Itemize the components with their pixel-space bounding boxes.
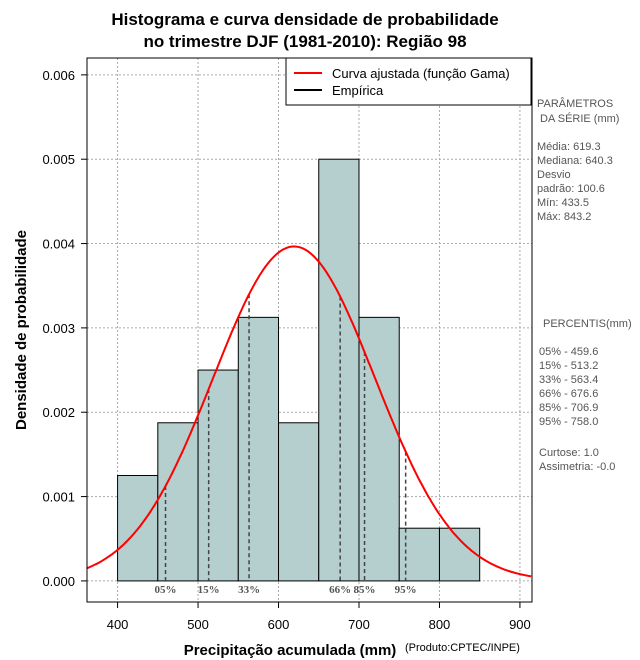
percentile-labels: 05% 15% 33% 66% 85% 95% [155,584,417,596]
y-tick-label: 0.000 [42,574,75,589]
legend-box [285,57,532,106]
x-axis-title: Precipitação acumulada (mm) [184,642,397,659]
y-tick-label: 0.006 [42,68,75,83]
legend: Curva ajustada (função Gama) Empírica [285,57,532,106]
x-tick-label: 800 [429,617,451,632]
x-tick-label: 700 [348,617,370,632]
histogram-bar [157,422,199,582]
percentile-label: 95% [395,584,417,596]
percentile-row: 85% - 706.9 [539,402,598,414]
legend-label-empirical: Empírica [332,83,384,98]
stats-line: padrão: 100.6 [537,183,605,195]
percentile-row: 66% - 676.6 [539,388,598,400]
stats-header-1: PARÂMETROS [537,97,613,110]
y-tick-label: 0.005 [42,152,75,167]
histogram-bar [237,316,280,582]
percentile-row: 05% - 459.6 [539,346,598,358]
percentile-lines [164,294,407,581]
y-tick-label: 0.002 [42,405,75,420]
chart-title-line1: Histograma e curva densidade de probabil… [111,10,498,29]
credit-text: (Produto:CPTEC/INPE) [405,642,520,654]
stats-line: Máx: 843.2 [537,211,591,223]
x-tick-label: 900 [509,617,531,632]
percentile-label: 66% [329,584,351,596]
x-tick-label: 400 [107,617,129,632]
y-tick-label: 0.003 [42,321,75,336]
stats-header-2: DA SÉRIE (mm) [540,112,619,125]
percentile-label: 33% [238,584,260,596]
histogram-bar [197,369,239,582]
x-axis: 400 500 600 700 800 900 [107,602,531,632]
histogram-bar [278,422,320,582]
stats-line: Média: 619.3 [537,141,601,153]
percentiles-panel: PERCENTIS(mm) 05% - 459.6 15% - 513.2 33… [539,318,632,473]
x-tick-label: 600 [268,617,290,632]
chart-title-line2: no trimestre DJF (1981-2010): Região 98 [143,32,466,51]
y-axis-title: Densidade de probabilidade [13,230,30,430]
x-tick-label: 500 [187,617,209,632]
histogram-bars [117,158,481,582]
stats-line: Mín: 433.5 [537,197,589,209]
skewness-text: Assimetria: -0.0 [539,461,615,473]
histogram-bar [318,158,360,582]
y-tick-label: 0.004 [42,237,75,252]
percentile-label: 05% [155,584,177,596]
density-curve [86,245,532,578]
percentile-label: 85% [354,584,376,596]
y-tick-label: 0.001 [42,490,75,505]
histogram-bar [438,527,481,582]
y-axis: 0.000 0.001 0.002 0.003 0.004 0.005 0.006 [42,68,87,589]
percentile-row: 95% - 758.0 [539,416,598,428]
stats-panel: PARÂMETROS DA SÉRIE (mm) Média: 619.3 Me… [537,97,619,223]
legend-label-curve: Curva ajustada (função Gama) [332,66,510,81]
stats-line: Mediana: 640.3 [537,155,613,167]
kurtosis-text: Curtose: 1.0 [539,447,599,459]
percentile-row: 33% - 563.4 [539,374,598,386]
percentiles-header: PERCENTIS(mm) [543,318,632,330]
histogram-bar [358,316,400,582]
stats-line: Desvio [537,169,571,181]
percentile-row: 15% - 513.2 [539,360,598,372]
percentile-label: 15% [198,584,220,596]
